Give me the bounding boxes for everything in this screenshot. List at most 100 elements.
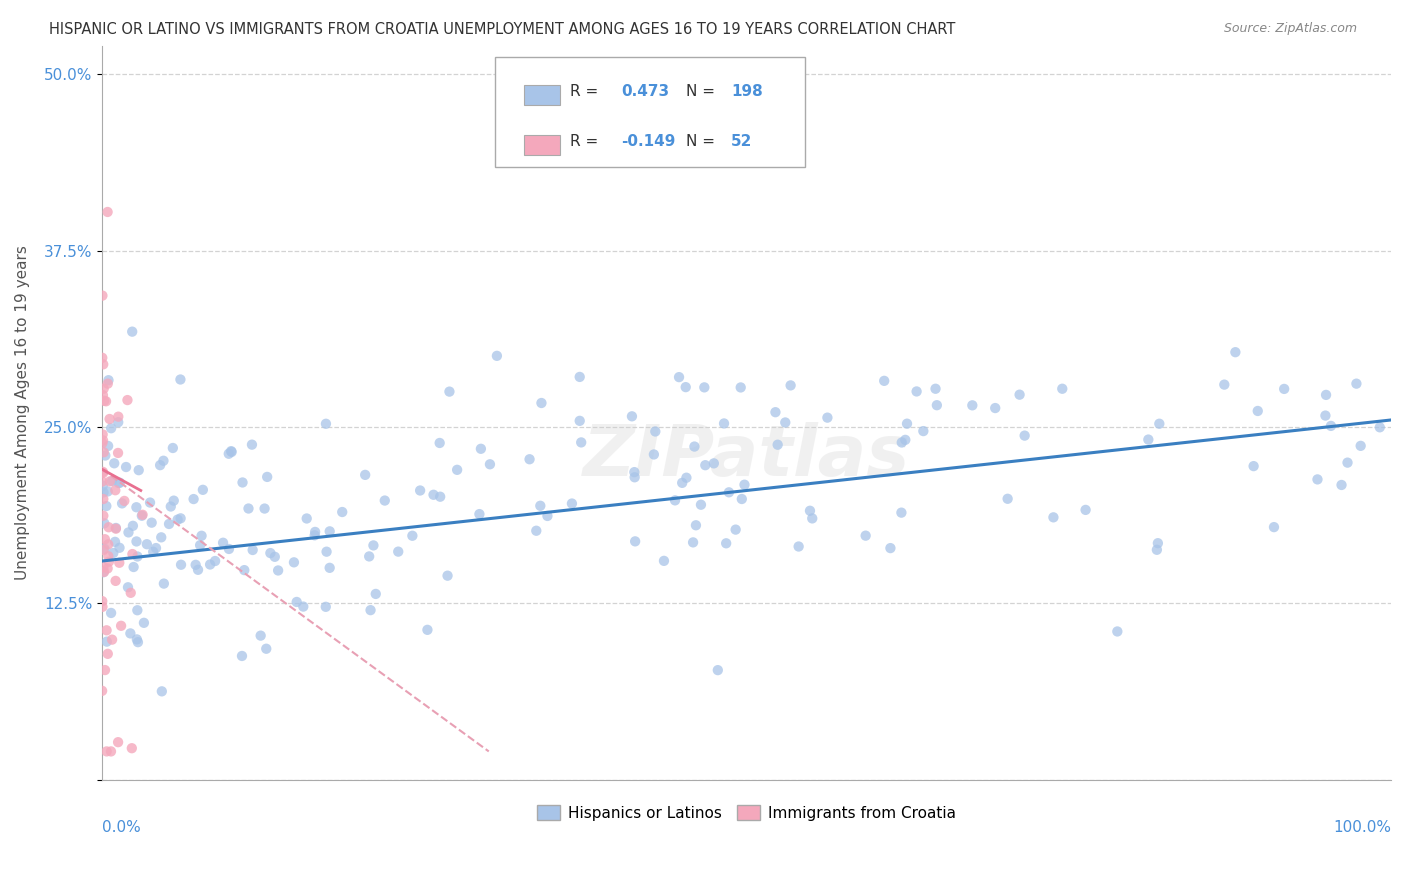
Point [111,496,134,510]
Point [145,541,167,555]
Point [91,388,114,402]
Point [97,484,120,499]
Point [409,483,432,498]
Point [623,470,645,484]
Point [249,629,271,643]
Point [1350,439,1372,453]
Point [568,414,591,428]
Point [439,384,461,399]
Point [387,544,409,558]
Point [1225,345,1247,359]
Point [104,574,127,588]
Point [318,561,340,575]
Point [238,501,260,516]
Point [330,505,353,519]
Point [120,586,142,600]
Point [519,452,541,467]
Point [91,466,114,480]
Point [561,496,583,510]
Point [91,288,114,302]
Point [108,541,131,555]
Point [815,410,838,425]
Point [112,494,135,508]
Point [644,425,666,439]
Point [524,524,547,538]
Point [94,394,117,409]
Y-axis label: Unemployment Among Ages 16 to 19 years: Unemployment Among Ages 16 to 19 years [15,245,30,581]
Point [91,594,114,608]
Point [191,483,214,497]
Point [240,437,263,451]
Point [401,529,423,543]
Text: ZIPatlas: ZIPatlas [583,423,910,491]
Point [905,384,928,399]
Point [94,663,117,677]
Point [127,635,149,649]
Point [142,545,165,559]
Point [717,485,740,500]
Point [485,349,508,363]
Point [97,376,120,391]
Point [529,499,551,513]
Point [292,599,315,614]
Point [169,372,191,386]
Point [100,744,122,758]
Point [204,554,226,568]
Point [96,634,118,648]
Point [470,442,492,456]
Point [896,417,918,431]
Point [675,471,697,485]
Text: N =: N = [686,84,716,99]
Point [93,565,115,579]
Point [703,456,725,470]
Point [233,563,256,577]
Point [256,470,278,484]
Point [103,456,125,470]
Point [315,544,337,558]
Point [730,380,752,394]
Point [879,541,901,555]
Point [159,500,181,514]
Point [91,351,114,365]
Point [724,523,747,537]
Point [569,435,592,450]
Point [125,632,148,647]
Point [1243,459,1265,474]
Point [643,447,665,461]
Point [97,555,120,569]
Point [91,357,114,371]
Point [101,474,124,488]
Point [150,684,173,698]
Point [101,632,124,647]
Point [304,528,326,542]
Point [1149,417,1171,431]
Point [1042,510,1064,524]
Point [97,439,120,453]
Point [91,479,114,493]
Point [1052,382,1074,396]
Point [93,382,115,396]
Point [912,424,935,438]
Point [263,549,285,564]
Point [91,465,114,479]
Point [283,555,305,569]
Point [984,401,1007,415]
Point [170,558,193,572]
Point [218,541,240,556]
Point [122,518,145,533]
Point [231,475,253,490]
Point [873,374,896,388]
Point [568,370,591,384]
Point [354,467,377,482]
Point [363,538,385,552]
Point [157,516,180,531]
Point [530,396,553,410]
Point [131,508,153,522]
Point [765,405,787,419]
Point [374,493,396,508]
Point [97,205,120,219]
Point [141,516,163,530]
Legend: Hispanics or Latinos, Immigrants from Croatia: Hispanics or Latinos, Immigrants from Cr… [531,799,962,827]
Point [108,475,131,490]
Point [93,543,115,558]
